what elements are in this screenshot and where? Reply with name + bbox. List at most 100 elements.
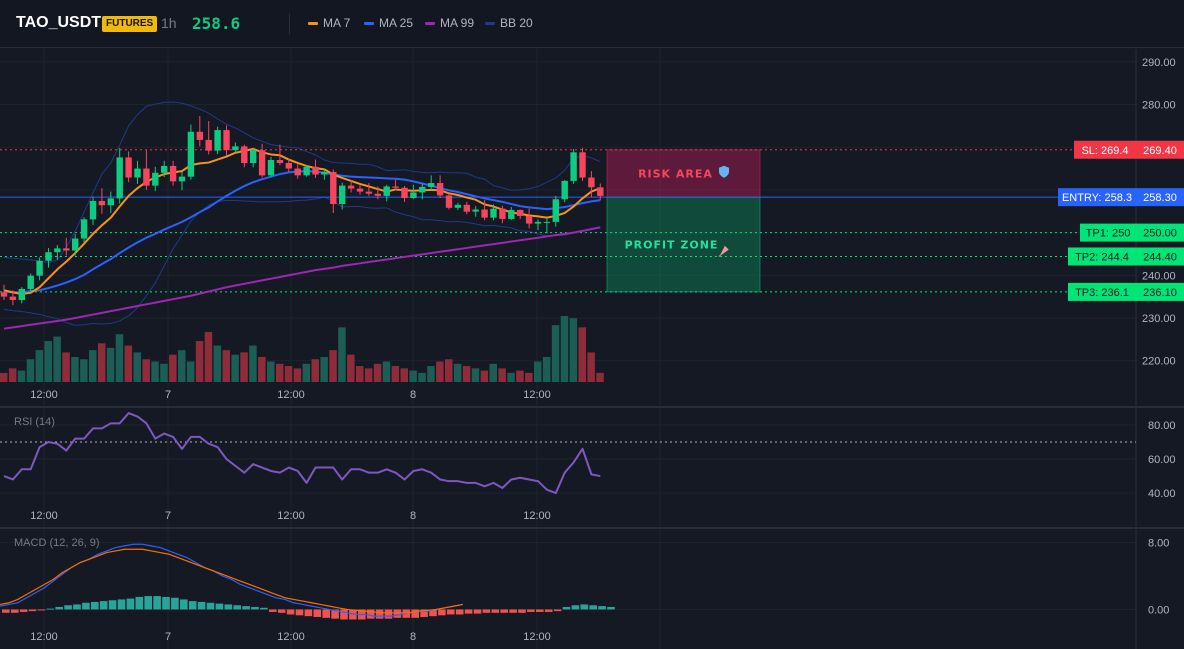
tp3-value-bg xyxy=(1136,282,1184,301)
candle-body xyxy=(481,209,488,218)
volume-bar xyxy=(356,366,364,382)
candle-body xyxy=(134,168,141,178)
legend-ma25[interactable]: MA 25 xyxy=(364,16,413,30)
rocket-icon xyxy=(718,245,729,257)
bollinger-bands xyxy=(3,101,601,326)
rsi-title: RSI (14) xyxy=(14,416,55,428)
legend-bb20[interactable]: BB 20 xyxy=(485,16,533,30)
macd-hist-bar xyxy=(607,606,615,610)
profit-zone xyxy=(606,196,761,293)
macd-hist-bar xyxy=(10,609,19,613)
bb-lower-line xyxy=(3,196,601,326)
volume-bar xyxy=(35,350,44,382)
volume-bar xyxy=(480,370,489,382)
volume-bar xyxy=(489,363,497,382)
macd-hist-bar xyxy=(340,609,348,620)
volume-bar xyxy=(596,372,604,382)
candlesticks[interactable] xyxy=(0,116,604,306)
time-label: 8 xyxy=(410,510,416,522)
legend-ma99[interactable]: MA 99 xyxy=(425,16,474,30)
candle-body xyxy=(187,131,195,177)
volume-bar xyxy=(160,363,168,382)
candle-body xyxy=(508,209,515,219)
volume-bar xyxy=(587,352,595,382)
candle-body xyxy=(330,171,337,204)
macd-hist-bar xyxy=(393,609,402,618)
ma99-line xyxy=(3,226,601,330)
candle-body xyxy=(419,186,426,193)
candle-body xyxy=(196,131,203,140)
price-tick: 290.00 xyxy=(1142,57,1176,69)
volume-bars xyxy=(0,316,604,382)
volume-bar xyxy=(471,368,480,382)
volume-bar xyxy=(373,363,382,382)
volume-bar xyxy=(115,334,124,382)
macd-hist-bar xyxy=(37,609,46,611)
candle-body xyxy=(223,130,230,151)
last-price: 258.6 xyxy=(192,14,241,33)
macd-hist-bar xyxy=(73,604,81,610)
time-label: 12:00 xyxy=(30,510,58,522)
macd-hist-bar xyxy=(375,609,384,619)
candle-body xyxy=(250,150,257,163)
candle-body xyxy=(285,162,292,169)
entry-tag-bg xyxy=(1058,188,1136,207)
macd-hist-bar xyxy=(144,596,152,610)
macd-hist-bar xyxy=(464,609,473,614)
macd-hist-bar xyxy=(82,602,90,610)
rsi-pane[interactable]: RSI (14) xyxy=(0,412,1136,495)
macd-hist-bar xyxy=(544,609,553,612)
volume-bar xyxy=(71,356,79,382)
tp3-tag: TP3: 236.1 xyxy=(1075,287,1129,299)
sl-tag-bg xyxy=(1074,140,1136,159)
volume-bar xyxy=(329,350,337,382)
macd-hist-bar xyxy=(331,609,339,619)
macd-hist-bar xyxy=(99,601,108,610)
volume-bar xyxy=(151,361,159,382)
macd-tick: 8.00 xyxy=(1148,538,1169,550)
macd-hist-bar xyxy=(429,609,437,617)
macd-hist-bar xyxy=(473,609,482,614)
candle-body xyxy=(9,296,17,301)
pane-separator xyxy=(0,406,1184,408)
candle-body xyxy=(517,209,524,216)
candle-body xyxy=(107,198,114,206)
sl-value-bg xyxy=(1136,140,1184,159)
candle-body xyxy=(534,221,542,224)
time-label: 12:00 xyxy=(523,510,551,522)
macd-hist-bar xyxy=(162,596,170,610)
chart-header: TAO_USDT FUTURES 1h 258.6 MA 7 MA 25 MA … xyxy=(0,0,1184,48)
volume-bar xyxy=(569,318,578,382)
candle-body xyxy=(552,199,559,222)
header-divider xyxy=(289,14,290,34)
volume-bar xyxy=(186,361,195,382)
volume-bar xyxy=(293,368,302,382)
volume-bar xyxy=(427,366,435,382)
tp2-value-bg xyxy=(1136,247,1184,266)
macd-hist-bar xyxy=(411,609,419,618)
macd-pane[interactable]: MACD (12, 26, 9) xyxy=(0,537,615,620)
chart-axes: 12:00 12:00 12:00 7 7 7 12:00 12:00 12:00 8 8 8 12:0… xyxy=(30,57,1175,643)
macd-hist-bar xyxy=(277,609,286,613)
macd-hist-bar xyxy=(19,609,28,612)
volume-bar xyxy=(8,368,17,382)
candle-body xyxy=(0,292,8,297)
tp2-value: 244.40 xyxy=(1143,251,1177,263)
trade-zones: RISK AREA PROFIT ZONE xyxy=(606,149,761,293)
legend-ma7[interactable]: MA 7 xyxy=(308,16,350,30)
volume-bar xyxy=(525,372,533,382)
symbol-name[interactable]: TAO_USDT xyxy=(16,14,102,31)
candle-body xyxy=(401,187,408,198)
candle-body xyxy=(169,165,177,182)
macd-hist-bar xyxy=(491,609,500,613)
sl-tag: SL: 269.4 xyxy=(1081,145,1128,157)
price-tick: 230.00 xyxy=(1142,313,1176,325)
volume-bar xyxy=(17,370,26,382)
volume-bar xyxy=(418,372,426,382)
macd-hist-bar xyxy=(188,601,197,610)
entry-tag: ENTRY: 258.3 xyxy=(1062,192,1132,204)
volume-bar xyxy=(382,361,391,382)
timeframe-selector[interactable]: 1h xyxy=(161,15,177,31)
volume-bar xyxy=(364,368,373,382)
